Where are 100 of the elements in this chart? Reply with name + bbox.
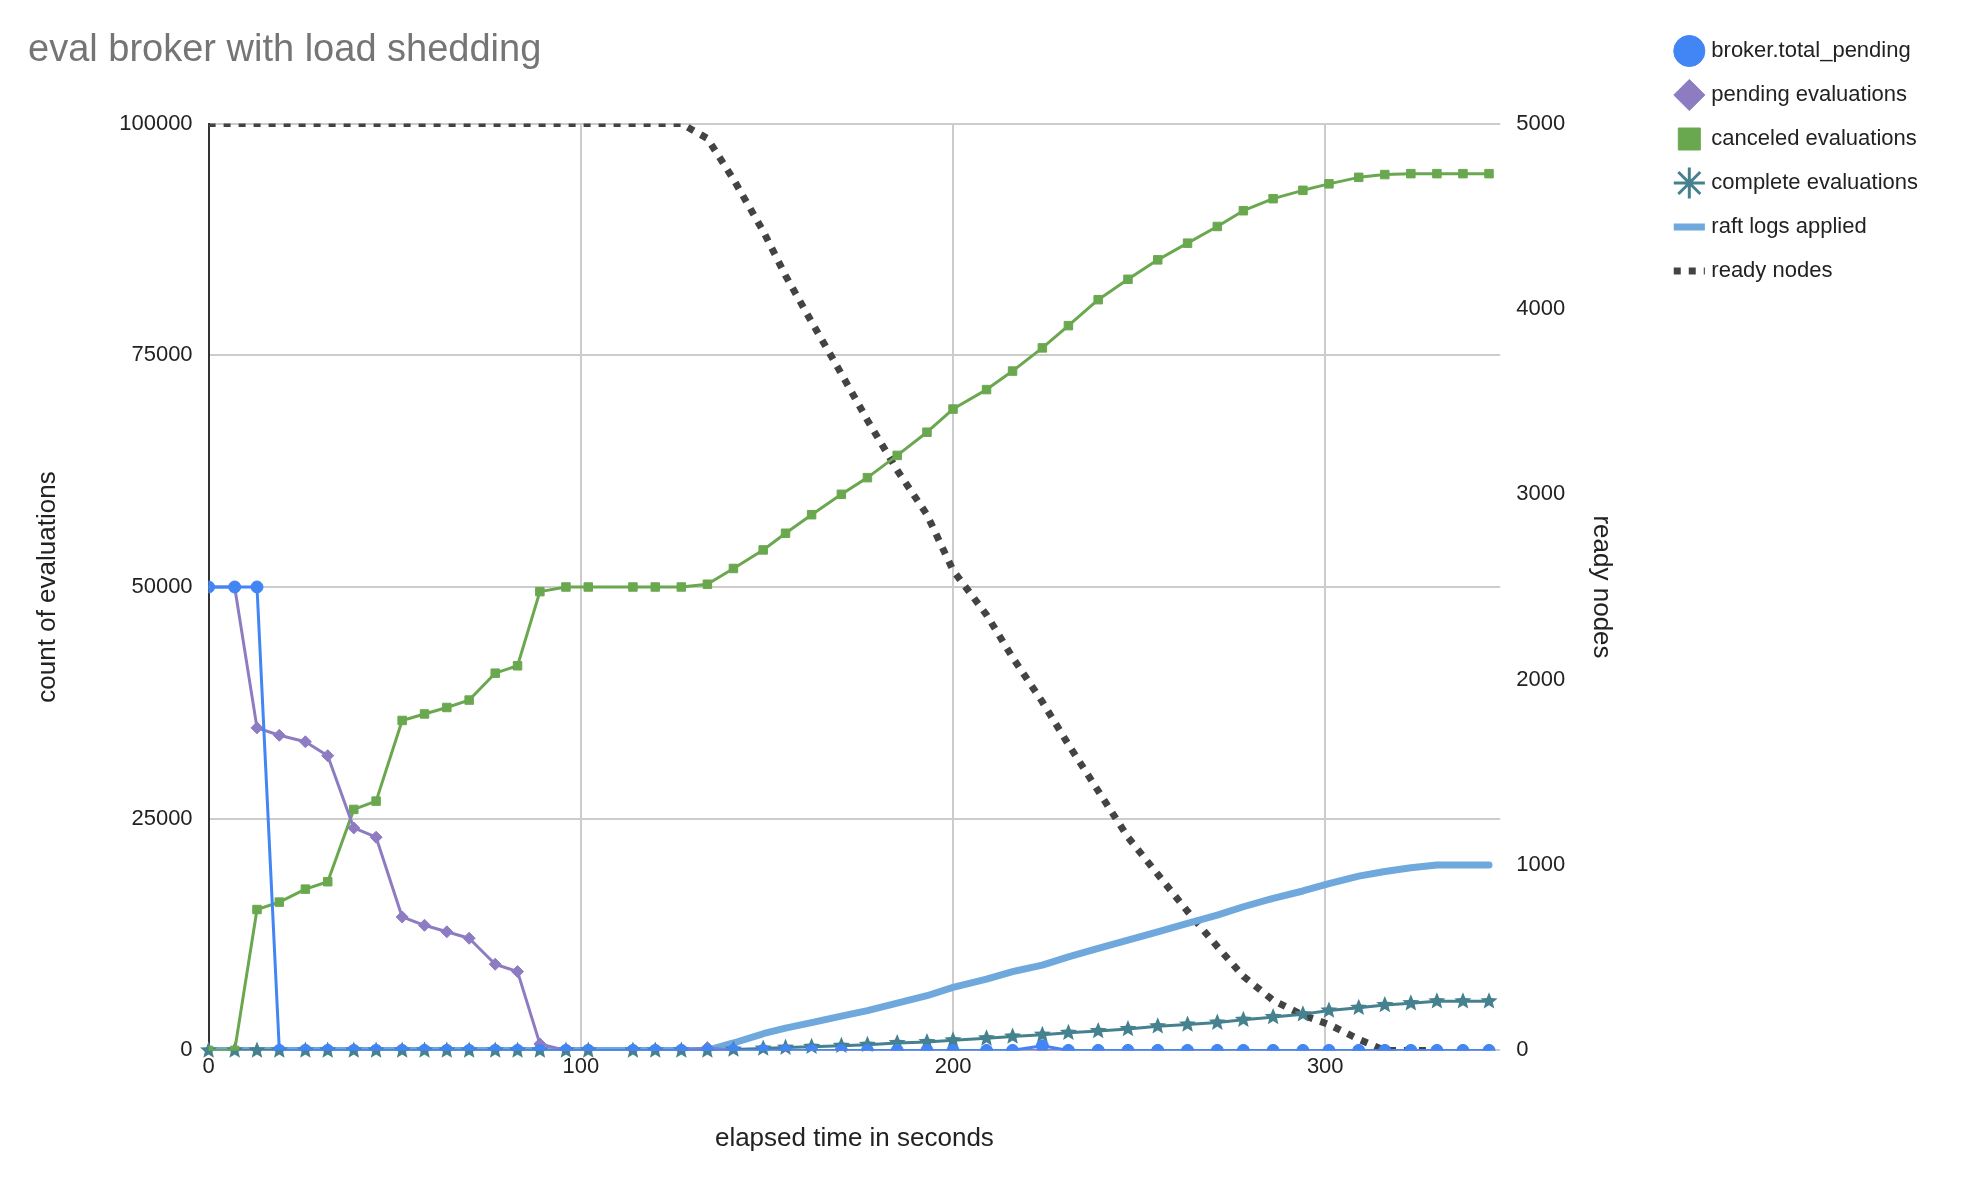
point	[349, 804, 359, 815]
x-tick-label: 0	[202, 1052, 215, 1078]
x-tick-label: 200	[934, 1052, 972, 1078]
point	[1350, 998, 1368, 1016]
point	[322, 876, 333, 887]
point	[981, 384, 992, 395]
point	[1089, 1021, 1107, 1039]
y2-tick-label: 2000	[1516, 665, 1566, 691]
point	[1119, 1020, 1137, 1037]
point	[758, 545, 768, 555]
point	[1035, 1039, 1049, 1051]
point	[300, 884, 311, 894]
y-tick-label: 50000	[131, 573, 193, 599]
point	[1354, 172, 1364, 183]
y2-tick-label: 0	[1516, 1036, 1529, 1062]
y-tick-label: 25000	[131, 804, 193, 830]
point	[1093, 294, 1103, 305]
point	[676, 582, 687, 592]
point	[862, 472, 873, 483]
point	[371, 796, 381, 806]
y-tick-label: 0	[180, 1036, 193, 1062]
point	[702, 579, 713, 589]
y2-axis-title: ready nodes	[1587, 515, 1618, 659]
x-axis-title: elapsed time in seconds	[714, 1121, 994, 1152]
point	[561, 582, 571, 592]
point	[806, 509, 817, 520]
point	[369, 830, 383, 844]
point	[490, 668, 500, 678]
point	[977, 1029, 996, 1046]
point	[1007, 366, 1018, 376]
point	[1037, 343, 1048, 353]
point	[511, 965, 525, 979]
point	[1182, 238, 1193, 248]
point	[728, 563, 739, 574]
point	[272, 728, 286, 742]
x-tick-label: 100	[562, 1052, 600, 1078]
y-tick-label: 75000	[131, 341, 193, 367]
point	[948, 404, 958, 414]
point	[1153, 255, 1163, 265]
point	[1458, 168, 1468, 179]
point	[298, 735, 312, 749]
point	[512, 661, 523, 671]
point	[347, 821, 361, 835]
point	[1123, 274, 1133, 285]
point	[780, 528, 791, 538]
legend-label: complete evaluations	[1711, 169, 1919, 195]
point	[1480, 992, 1498, 1009]
point	[1432, 168, 1442, 179]
chart-title: eval broker with load shedding	[28, 27, 542, 70]
point	[1238, 205, 1249, 216]
y2-tick-label: 1000	[1516, 851, 1566, 877]
y2-tick-label: 4000	[1516, 295, 1566, 321]
x-tick-label: 300	[1306, 1052, 1344, 1078]
legend-label: raft logs applied	[1711, 213, 1867, 239]
point	[462, 931, 476, 945]
point	[1212, 221, 1223, 232]
point	[1454, 992, 1472, 1009]
point	[248, 1041, 266, 1058]
y-tick-label: 100000	[119, 109, 193, 135]
point	[922, 427, 932, 437]
point	[1004, 1027, 1022, 1044]
y2-tick-label: 5000	[1516, 109, 1566, 135]
point	[1402, 994, 1420, 1011]
point	[1324, 179, 1334, 189]
point	[1268, 193, 1278, 204]
point	[535, 586, 545, 597]
legend-label: broker.total_pending	[1711, 37, 1911, 63]
point	[1428, 992, 1446, 1009]
point	[419, 709, 430, 719]
point	[395, 910, 409, 924]
point	[440, 925, 454, 939]
y-axis-title: count of evaluations	[30, 471, 61, 703]
point	[417, 918, 431, 932]
legend-label: pending evaluations	[1711, 81, 1908, 107]
point	[274, 897, 285, 907]
point	[1149, 1017, 1167, 1034]
point	[1484, 168, 1494, 179]
point	[628, 582, 638, 592]
point	[321, 749, 335, 763]
point	[1294, 1005, 1312, 1022]
point	[1380, 169, 1390, 180]
point	[1234, 1010, 1252, 1028]
point	[1376, 995, 1394, 1013]
point	[397, 715, 407, 726]
legend-label: ready nodes	[1711, 257, 1833, 283]
point	[1178, 1015, 1197, 1032]
point	[1059, 1023, 1077, 1041]
legend-label: canceled evaluations	[1711, 125, 1917, 151]
y2-tick-label: 3000	[1516, 480, 1566, 506]
point	[252, 904, 262, 915]
point	[1264, 1008, 1282, 1025]
point	[1208, 1013, 1226, 1030]
point	[250, 580, 264, 594]
point	[488, 957, 502, 971]
point	[464, 695, 474, 705]
point	[1063, 320, 1074, 331]
point	[892, 450, 902, 461]
point	[836, 489, 847, 500]
point	[1406, 168, 1416, 179]
point	[1320, 1001, 1338, 1018]
